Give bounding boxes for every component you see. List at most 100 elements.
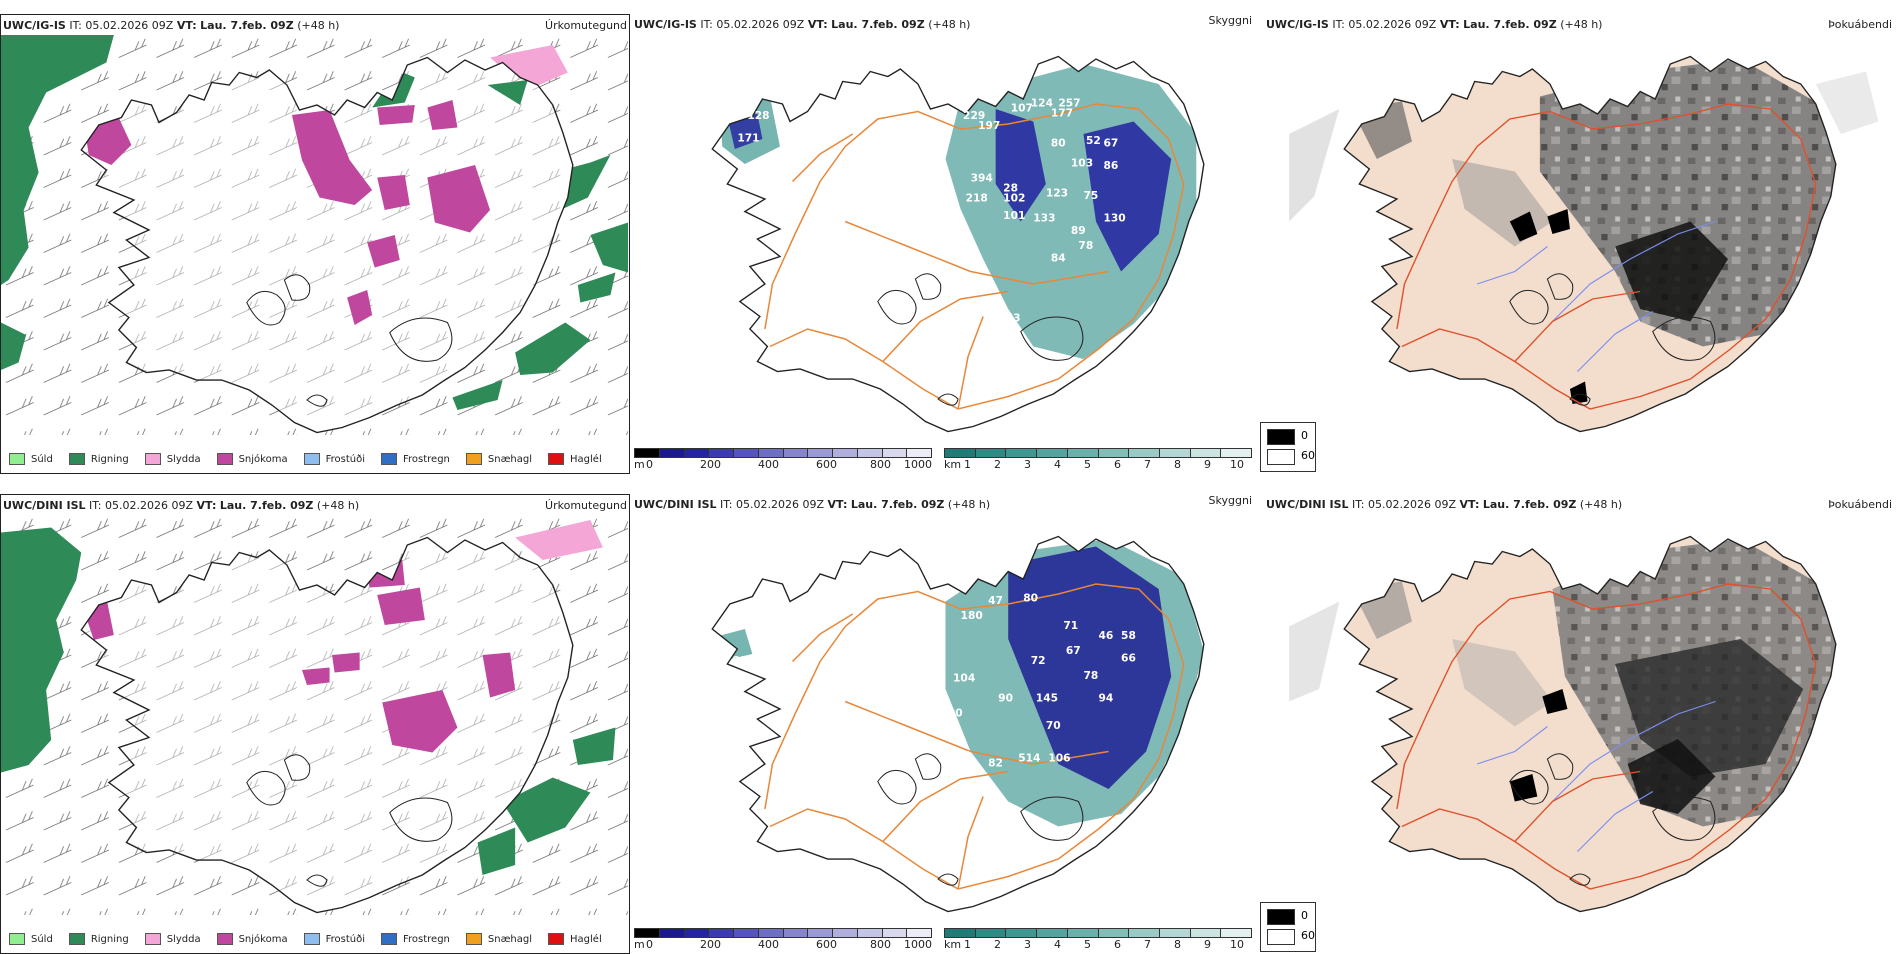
visibility-tick: 5	[1084, 938, 1091, 951]
legend-swatch	[1267, 909, 1295, 925]
ceiling-value-label: 128	[747, 109, 769, 122]
sleet-area	[515, 520, 603, 560]
ceiling-unit: m	[634, 938, 645, 951]
ceiling-value-label: 171	[737, 132, 759, 145]
panel-header: UWC/IG-IS IT: 05.02.2026 09Z VT: Lau. 7.…	[3, 19, 627, 35]
ceiling-value-label: 197	[978, 119, 1000, 132]
ceiling-value-label: 84	[1051, 252, 1066, 265]
visibility-map[interactable]: 180 88 104 47 102 300 82 514 106 70 145 90 72 71 67 46 7…	[632, 514, 1259, 914]
vt-label: VT:	[827, 498, 848, 511]
visibility-tick: 9	[1204, 938, 1211, 951]
legend-item: Snjókoma	[216, 453, 288, 465]
ceiling-value-label: 133	[1033, 212, 1055, 225]
ceiling-value-label: 394	[971, 172, 993, 185]
ceiling-tick: 200	[700, 938, 721, 951]
ceiling-value-label: 130	[1104, 212, 1126, 225]
ceiling-tick: 800	[870, 458, 891, 471]
colorbar-swatch	[882, 449, 908, 457]
panel-header: UWC/DINI ISL IT: 05.02.2026 09Z VT: Lau.…	[634, 494, 1260, 514]
colorbar-swatch	[659, 449, 685, 457]
legend-label: 60	[1301, 929, 1315, 942]
legend-swatch	[9, 453, 25, 465]
ceiling-value-label: 90	[998, 692, 1013, 705]
ceiling-value-label: 82	[988, 757, 1003, 770]
ceiling-value-label: 67	[1104, 137, 1119, 150]
visibility-unit: km	[944, 938, 962, 951]
rain-area	[590, 222, 628, 273]
visibility-tick: 5	[1084, 458, 1091, 471]
colorbar-swatch	[882, 929, 908, 937]
colorbar-swatch	[758, 449, 784, 457]
vt-label: VT:	[807, 18, 828, 31]
colorbar-swatch	[1190, 449, 1222, 457]
colorbar-swatch	[734, 449, 759, 457]
legend-item: Súld	[9, 453, 53, 465]
colorbar-swatch	[907, 449, 931, 457]
ceiling-value-label: 72	[1031, 654, 1046, 667]
variable-name: Úrkomutegund	[545, 499, 627, 512]
ceiling-tick: 0	[646, 938, 653, 951]
lead-time: (+48 h)	[1579, 498, 1623, 511]
legend-swatch	[144, 933, 161, 945]
ceiling-value-label: 53	[1006, 312, 1021, 325]
ceiling-value-label: 124	[1031, 97, 1053, 110]
vt-value: Lau. 7.feb. 09Z	[200, 19, 294, 32]
precip-type-map[interactable]	[1, 515, 628, 915]
legend-swatch	[465, 933, 482, 945]
ceiling-value-label: 180	[961, 609, 983, 622]
colorbar-swatch	[833, 929, 858, 937]
vt-value: Lau. 7.feb. 09Z	[219, 499, 314, 512]
vt-value: Lau. 7.feb. 09Z	[1463, 18, 1557, 31]
vt-label: VT:	[1439, 18, 1460, 31]
ceiling-tick: 600	[816, 938, 837, 951]
visibility-tick: 10	[1230, 938, 1244, 951]
visibility-tick: 2	[994, 458, 1001, 471]
fog-index-map[interactable]	[1264, 514, 1891, 914]
it-value: 05.02.2026 09Z	[85, 19, 174, 32]
colorbar-swatch	[709, 449, 734, 457]
visibility-tick: 6	[1114, 938, 1121, 951]
ceiling-value-label: 103	[1071, 157, 1093, 170]
colorbar-swatch	[808, 929, 833, 937]
visibility-unit: km	[944, 458, 962, 471]
precip-type-map[interactable]	[1, 35, 628, 435]
colorbar-swatch	[945, 929, 976, 937]
snow-area	[377, 105, 415, 125]
snow-area	[332, 652, 360, 673]
legend-swatch	[381, 453, 397, 465]
ceiling-value-label: 177	[1051, 107, 1073, 120]
dense-fog-area	[1509, 774, 1538, 802]
legend-item: Frostúði	[303, 933, 365, 945]
panel-ig-fog-index: UWC/IG-IS IT: 05.02.2026 09Z VT: Lau. 7.…	[1260, 14, 1894, 474]
snow-area	[427, 165, 491, 233]
precip-type-legend: Súld Rigning Slydda Snjókoma Frostúði Fr…	[9, 453, 618, 465]
legend-label: 0	[1301, 909, 1308, 922]
legend-item: Snjókoma	[216, 933, 288, 945]
snow-area	[377, 587, 425, 625]
ceiling-value-label: 300	[940, 707, 962, 720]
snow-area	[377, 175, 410, 210]
ceiling-colorbar-swatches	[634, 928, 932, 938]
colorbar-swatch	[783, 929, 809, 937]
variable-name: Þokuábendi	[1828, 18, 1892, 31]
ceiling-value-label: 46	[1098, 629, 1113, 642]
ceiling-value-label: 75	[1083, 189, 1098, 202]
colorbar-swatch	[734, 929, 759, 937]
visibility-colorbar-swatches	[944, 928, 1252, 938]
ceiling-tick: 400	[758, 938, 779, 951]
visibility-tick: 8	[1174, 938, 1181, 951]
ceiling-value-label: 257	[1058, 97, 1080, 110]
dense-fog-area	[1615, 639, 1804, 777]
ceiling-value-label: 78	[1083, 669, 1098, 682]
it-value: 05.02.2026 09Z	[1368, 498, 1457, 511]
vt-label: VT:	[1459, 498, 1480, 511]
visibility-colorbar-swatches	[944, 448, 1252, 458]
fog-index-map[interactable]	[1264, 34, 1891, 434]
ceiling-value-label: 514	[1018, 752, 1040, 765]
ceiling-tick: 400	[758, 458, 779, 471]
ceiling-tick: 0	[646, 458, 653, 471]
vt-label: VT:	[196, 499, 217, 512]
colorbar-swatch	[659, 929, 685, 937]
ceiling-value-label: 80	[1023, 592, 1038, 605]
